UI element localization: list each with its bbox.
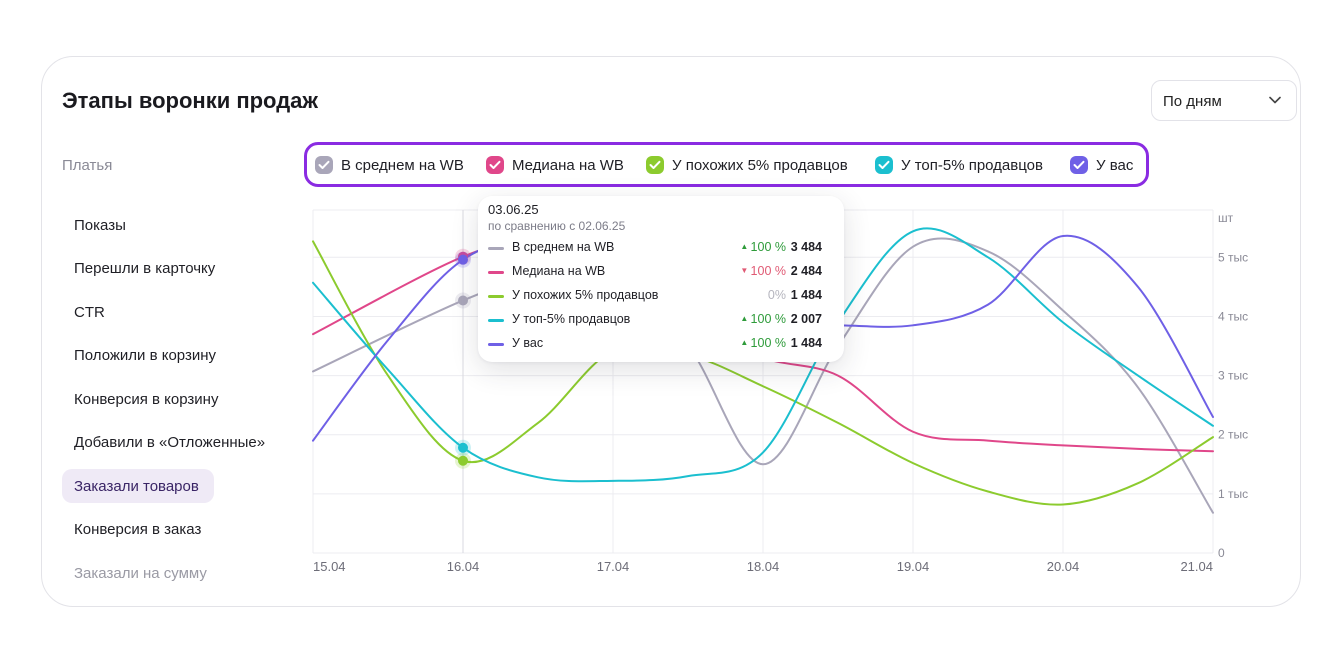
tooltip-value: 3 484 — [790, 240, 822, 254]
x-tick-label: 17.04 — [597, 559, 630, 574]
tooltip-date: 03.06.25 — [488, 202, 539, 217]
x-tick-label: 19.04 — [897, 559, 930, 574]
metrics-menu-item[interactable]: Заказали товаров — [74, 478, 199, 495]
tooltip-series-name: Медиана на WB — [512, 264, 606, 278]
tooltip-series-swatch — [488, 247, 504, 250]
legend-item[interactable]: У вас — [1070, 155, 1133, 175]
metrics-menu-item[interactable]: Перешли в карточку — [74, 260, 216, 277]
tooltip-comparison: по сравнению с 02.06.25 — [488, 219, 626, 233]
page-title: Этапы воронки продаж — [62, 88, 319, 113]
metrics-menu-item[interactable]: Показы — [74, 217, 126, 234]
tooltip-series-name: В среднем на WB — [512, 240, 615, 254]
metrics-menu-item[interactable]: Заказали на сумму — [74, 565, 207, 582]
y-tick-label: 3 тыс — [1218, 369, 1248, 383]
legend-item[interactable]: Медиана на WB — [486, 155, 624, 175]
x-tick-label: 16.04 — [447, 559, 480, 574]
tooltip-series-swatch — [488, 271, 504, 274]
arrow-down-icon: ▼ — [740, 266, 751, 275]
x-tick-label: 18.04 — [747, 559, 780, 574]
tooltip-row: В среднем на WB ▲ 100 % 3 484 — [488, 239, 834, 257]
tooltip-series-swatch — [488, 343, 504, 346]
tooltip-change: ▲ 100 % — [740, 312, 786, 326]
tooltip-series-name: У топ-5% продавцов — [512, 312, 631, 326]
checkbox-checked-icon[interactable] — [646, 156, 664, 174]
active-menu-highlight — [62, 469, 214, 503]
tooltip-row: У похожих 5% продавцов 0% 1 484 — [488, 287, 834, 305]
y-tick-label: 5 тыс — [1218, 250, 1248, 264]
data-point — [458, 442, 468, 453]
tooltip-change: ▼ 100 % — [740, 264, 786, 278]
metrics-menu-item[interactable]: Конверсия в заказ — [74, 521, 202, 538]
metrics-menu-item[interactable]: Добавили в «Отложенные» — [74, 434, 266, 451]
legend-label: У похожих 5% продавцов — [672, 156, 848, 174]
chevron-down-icon — [1269, 96, 1281, 104]
tooltip-series-swatch — [488, 319, 504, 322]
period-select-value: По дням — [1163, 93, 1222, 110]
metrics-menu-item[interactable]: Конверсия в корзину — [74, 391, 219, 408]
tooltip-row: У вас ▲ 100 % 1 484 — [488, 335, 834, 353]
legend-label: В среднем на WB — [341, 156, 464, 174]
checkbox-checked-icon[interactable] — [486, 156, 504, 174]
tooltip-value: 1 484 — [790, 336, 822, 350]
arrow-up-icon: ▲ — [740, 242, 751, 251]
tooltip-change: ▲ 100 % — [740, 240, 786, 254]
tooltip-series-swatch — [488, 295, 504, 298]
tooltip-value: 2 484 — [790, 264, 822, 278]
x-tick-label: 15.04 — [313, 559, 346, 574]
legend-item[interactable]: В среднем на WB — [315, 155, 464, 175]
y-tick-label: 4 тыс — [1218, 309, 1248, 323]
x-tick-label: 20.04 — [1047, 559, 1080, 574]
data-point — [458, 295, 468, 306]
legend: В среднем на WB Медиана на WB У похожих 5%… — [304, 142, 1149, 187]
tooltip-row: У топ-5% продавцов ▲ 100 % 2 007 — [488, 311, 834, 329]
x-tick-label: 21.04 — [1180, 559, 1213, 574]
tooltip-value: 1 484 — [790, 288, 822, 302]
tooltip-row: Медиана на WB ▼ 100 % 2 484 — [488, 263, 834, 281]
tooltip-series-name: У похожих 5% продавцов — [512, 288, 659, 302]
legend-label: У вас — [1096, 156, 1134, 174]
y-tick-label: 0 — [1218, 546, 1225, 560]
checkbox-checked-icon[interactable] — [875, 156, 893, 174]
y-tick-label: 2 тыс — [1218, 428, 1248, 442]
arrow-up-icon: ▲ — [740, 314, 751, 323]
data-point — [458, 455, 468, 466]
metrics-menu-item[interactable]: CTR — [74, 304, 105, 321]
y-axis-label: шт — [1218, 211, 1234, 225]
chart-tooltip: 03.06.25 по сравнению с 02.06.25 В средн… — [478, 196, 844, 362]
tooltip-value: 2 007 — [790, 312, 822, 326]
checkbox-checked-icon[interactable] — [315, 156, 333, 174]
legend-item[interactable]: У топ-5% продавцов — [875, 155, 1043, 175]
legend-item[interactable]: У похожих 5% продавцов — [646, 155, 848, 175]
tooltip-change: ▲ 100 % — [740, 336, 786, 350]
data-point — [458, 254, 468, 265]
category-label: Платья — [62, 157, 113, 174]
tooltip-series-name: У вас — [512, 336, 544, 350]
series-line — [312, 240, 1214, 506]
legend-label: Медиана на WB — [512, 156, 624, 174]
period-select[interactable]: По дням — [1151, 80, 1297, 121]
legend-label: У топ-5% продавцов — [901, 156, 1043, 174]
tooltip-change: 0% — [767, 288, 786, 302]
checkbox-checked-icon[interactable] — [1070, 156, 1088, 174]
metrics-menu-item[interactable]: Положили в корзину — [74, 347, 217, 364]
arrow-up-icon: ▲ — [740, 338, 751, 347]
y-tick-label: 1 тыс — [1218, 487, 1248, 501]
